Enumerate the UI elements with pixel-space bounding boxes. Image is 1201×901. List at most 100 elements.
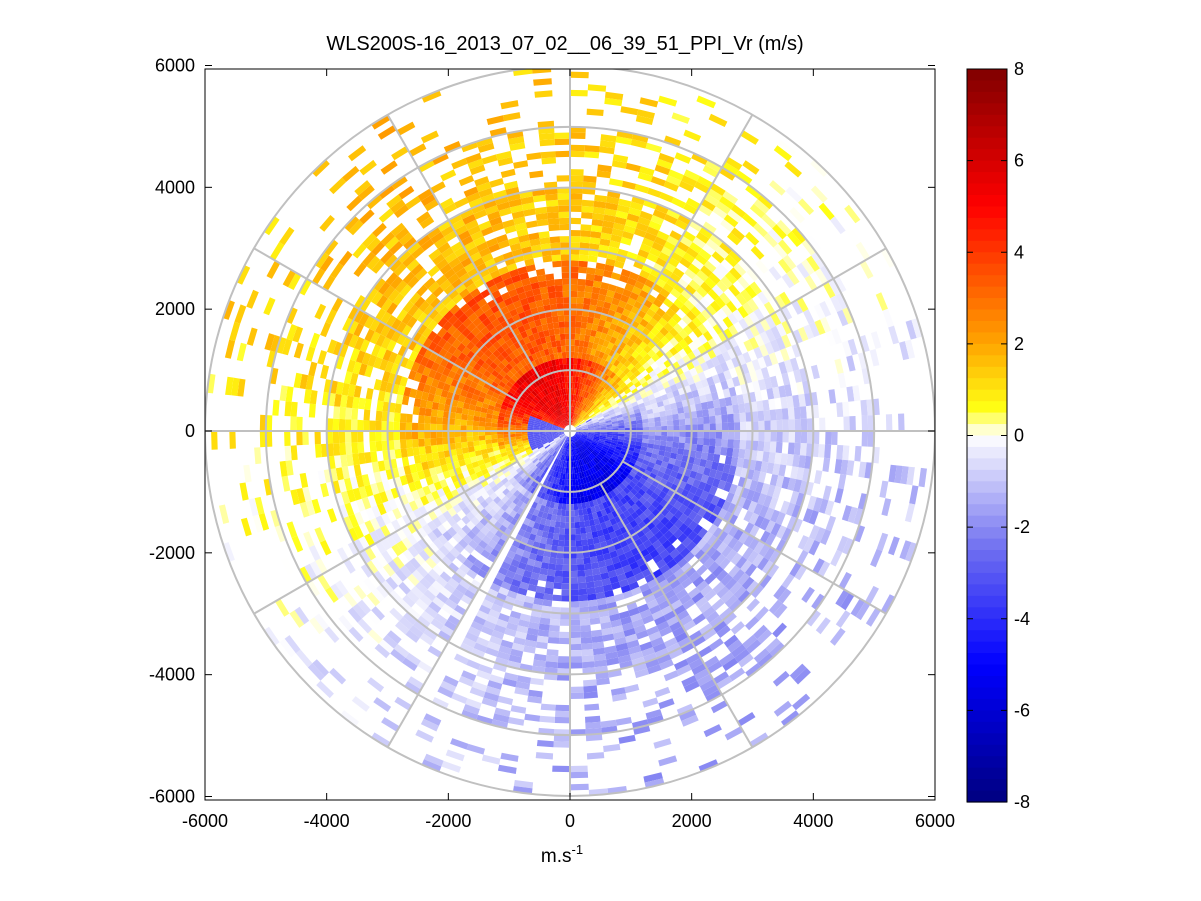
velocity-cell [727,537,739,550]
velocity-cell [629,458,637,465]
velocity-cell [334,455,342,469]
velocity-cell [562,460,566,468]
velocity-cell [758,379,767,391]
velocity-cell [416,323,428,335]
velocity-cell [618,453,626,459]
velocity-cell [432,312,444,324]
velocity-cell [559,521,566,529]
velocity-cell [570,528,576,535]
velocity-cell [556,490,561,498]
velocity-cell [575,433,582,437]
velocity-cell [466,425,473,431]
velocity-cell [547,438,554,443]
velocity-cell [431,361,440,372]
velocity-cell [542,440,549,445]
velocity-cell [614,325,623,334]
velocity-cell [702,409,710,417]
velocity-cell [364,520,375,534]
velocity-cell [641,237,655,248]
velocity-cell [658,490,667,499]
velocity-cell [622,487,631,495]
velocity-cell [539,391,545,398]
velocity-cell [618,300,627,309]
velocity-cell [352,603,367,619]
velocity-cell [590,506,597,514]
velocity-cell [473,415,480,422]
velocity-cell [416,527,428,539]
velocity-cell [341,382,350,396]
velocity-cell [666,441,673,448]
velocity-cell [542,451,549,457]
velocity-cell [522,401,530,407]
velocity-cell [641,614,655,625]
velocity-cell [540,362,546,370]
velocity-cell [533,427,540,430]
velocity-cell [556,552,564,559]
velocity-cell [794,431,802,444]
velocity-cell [462,558,474,569]
velocity-cell [600,434,607,437]
velocity-cell [609,550,618,559]
velocity-cell [501,455,509,461]
velocity-cell [396,485,406,497]
velocity-cell [466,436,474,442]
velocity-cell [603,301,612,310]
velocity-cell [554,278,563,286]
velocity-cell [523,283,533,292]
velocity-cell [498,613,510,623]
velocity-cell [468,451,476,458]
velocity-cell [475,331,485,341]
velocity-cell [632,133,649,143]
velocity-cell [593,580,603,588]
velocity-cell [417,538,429,550]
velocity-cell [577,447,581,454]
velocity-cell [472,435,480,442]
velocity-cell [481,154,498,165]
velocity-cell [583,384,588,392]
velocity-cell [655,459,663,466]
velocity-cell [537,462,544,469]
velocity-cell [613,561,623,570]
velocity-cell [648,417,655,423]
velocity-cell [570,339,575,346]
velocity-cell [768,266,782,281]
velocity-cell [558,416,563,422]
velocity-cell [530,527,538,536]
velocity-cell [712,565,724,578]
velocity-cell [548,291,556,299]
velocity-cell [442,510,452,521]
velocity-cell [579,410,585,417]
velocity-cell [581,434,588,437]
velocity-cell [481,535,492,545]
velocity-cell [459,578,471,590]
velocity-cell [666,615,680,627]
velocity-cell [627,347,636,356]
velocity-cell [639,349,648,358]
velocity-cell [513,364,521,373]
velocity-cell [691,389,700,398]
velocity-cell [441,247,454,259]
velocity-cell [534,450,541,457]
velocity-cell [709,615,724,629]
velocity-cell [673,298,684,309]
velocity-cell [577,497,582,504]
velocity-cell [481,599,494,610]
velocity-cell [879,480,889,499]
velocity-cell [606,461,613,468]
velocity-cell [562,413,566,420]
velocity-cell [722,533,734,546]
velocity-cell [738,448,746,459]
velocity-cell [672,419,680,426]
velocity-cell [551,254,562,262]
velocity-cell [574,460,578,468]
velocity-cell [564,528,570,535]
velocity-cell [714,296,726,309]
velocity-cell [667,475,676,484]
velocity-cell [338,431,346,444]
velocity-cell [640,446,648,452]
velocity-cell [359,209,375,225]
velocity-cell [290,401,298,417]
velocity-cell [343,371,353,385]
velocity-cell [591,286,601,294]
velocity-cell [764,431,771,442]
